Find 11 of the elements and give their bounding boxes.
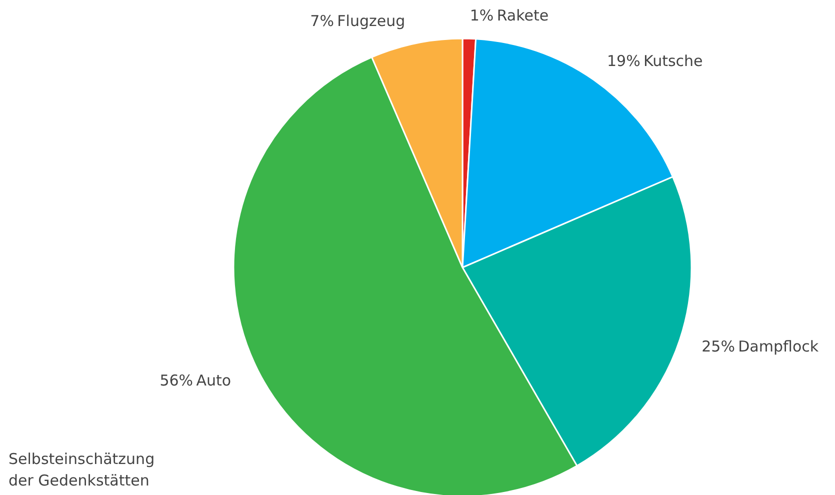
data-label: 7% bbox=[310, 12, 334, 30]
slice-label: Auto bbox=[196, 372, 232, 390]
slice-label: Kutsche bbox=[643, 52, 703, 70]
slice-label: Dampflock bbox=[738, 338, 819, 356]
slice-label: Flugzeug bbox=[337, 12, 406, 30]
data-label: 56% bbox=[160, 372, 194, 390]
data-label: 25% bbox=[702, 338, 735, 356]
text: Selbsteinschätzung der Gedenkstätten bbox=[8, 450, 155, 490]
data-label: 1% bbox=[470, 6, 494, 25]
slice-label: Rakete bbox=[496, 6, 549, 25]
data-label: 19% bbox=[606, 52, 640, 70]
